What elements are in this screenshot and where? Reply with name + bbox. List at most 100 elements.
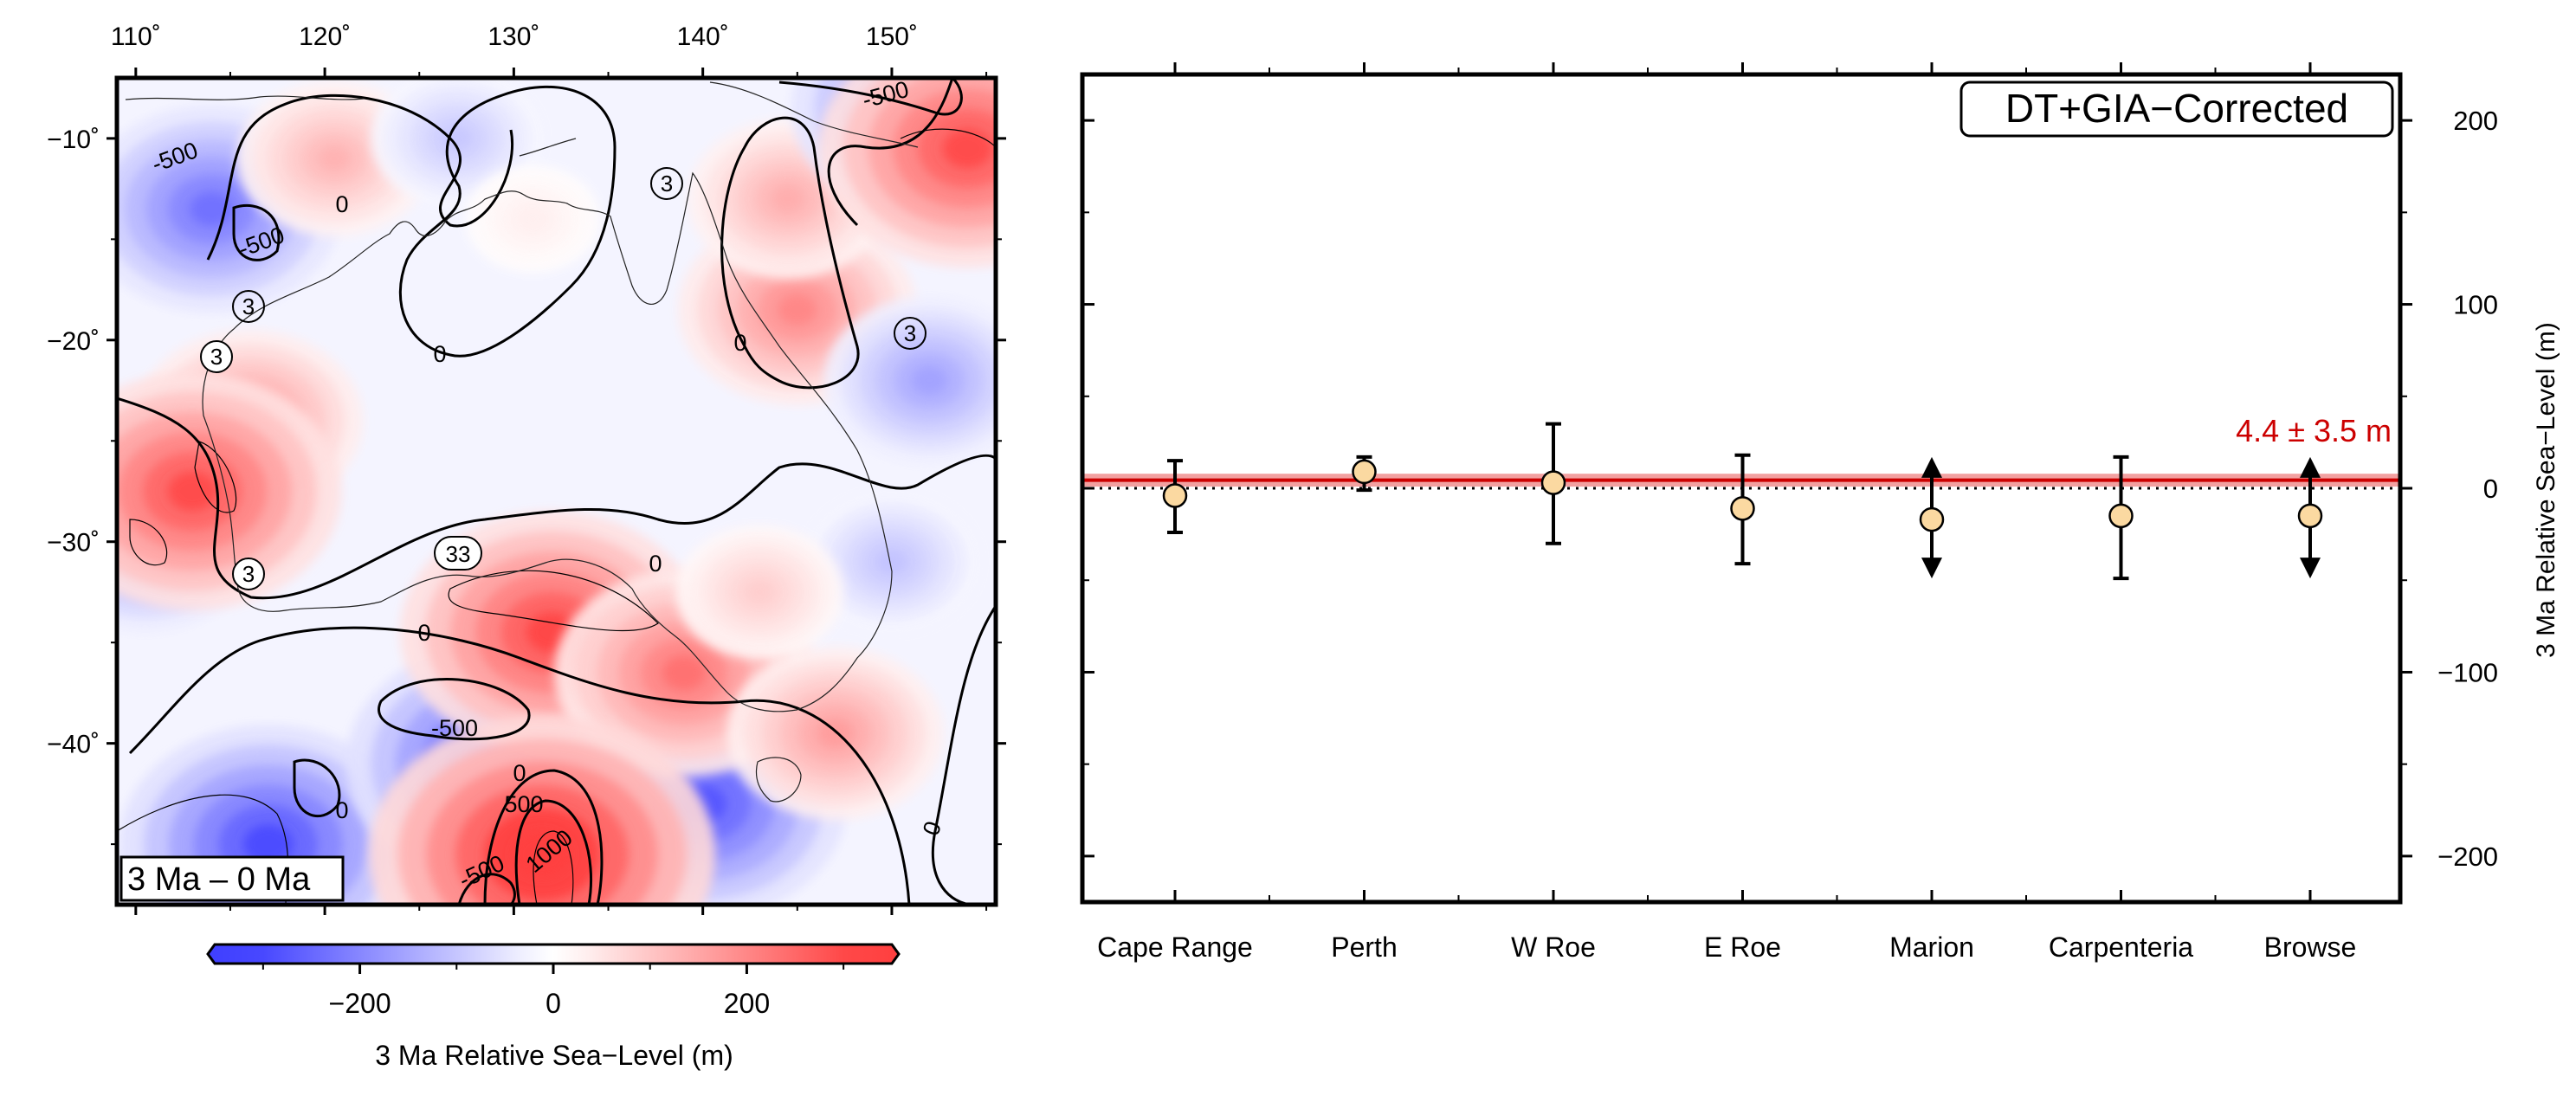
- colorbar-bar: [206, 943, 901, 965]
- new-guinea-coastline: [709, 81, 919, 148]
- zero-contour-line: [827, 78, 954, 227]
- data-point: [1919, 506, 1945, 532]
- colorbar-tick-label: 200: [724, 988, 770, 1019]
- svg-text:3: 3: [242, 561, 255, 587]
- australia-coastline: [202, 171, 893, 712]
- minus500-contour-line: [232, 203, 281, 261]
- minus500-contour-line: [378, 678, 531, 741]
- colorbar-tick-label: 0: [546, 988, 561, 1019]
- anomaly-blob: [771, 185, 805, 213]
- panel-label-box: [119, 855, 345, 902]
- colorbar-label: 3 Ma Relative Sea−Level (m): [375, 1040, 733, 1071]
- x-tick-label: Cape Range: [1097, 932, 1253, 963]
- y-tick-label: −100: [2437, 657, 2498, 687]
- anomaly-blob: [318, 145, 351, 172]
- circled-label: 3: [232, 558, 265, 590]
- thin-contour-line: [448, 570, 659, 632]
- svg-text:3: 3: [661, 171, 673, 197]
- y-tick-label: −30˚: [47, 529, 100, 558]
- zero-contour-line: [117, 396, 996, 600]
- y-tick-label: −200: [2437, 841, 2498, 872]
- svg-text:33: 33: [446, 541, 471, 567]
- contour-label: 0: [417, 620, 430, 646]
- anomaly-blob: [777, 293, 817, 326]
- y-tick-label: −20˚: [47, 327, 100, 356]
- colorbar: −200 0 200 3 Ma Relative Sea−Level (m): [206, 943, 901, 1071]
- timor-coastline: [519, 138, 577, 157]
- tasmania-coastline: [755, 757, 802, 803]
- zero-contour-line: [398, 85, 617, 358]
- zero-contour-line: [293, 758, 341, 817]
- plot-frame: [1080, 72, 2403, 905]
- contour-label: 0: [733, 330, 746, 356]
- data-point: [1730, 496, 1755, 521]
- title-box: [1959, 81, 2394, 138]
- circled-label: 3: [232, 290, 265, 323]
- anomaly-blob: [912, 366, 947, 395]
- x-tick-label: Perth: [1331, 932, 1397, 963]
- anomaly-blob: [942, 128, 992, 169]
- x-tick-label: W Roe: [1511, 932, 1596, 963]
- colorbar-tick-label: −200: [329, 988, 391, 1019]
- thin-contour-line: [194, 441, 237, 513]
- x-tick-label: E Roe: [1704, 932, 1781, 963]
- upper-bound-arrowhead: [1921, 456, 1942, 478]
- anomaly-blob: [242, 824, 294, 865]
- plot-title-box: DT+GIA−Corrected: [1959, 81, 2394, 138]
- mean-label: 4.4 ± 3.5 m: [2236, 413, 2392, 448]
- contour-label: 0: [649, 551, 662, 577]
- anomaly-blob: [876, 550, 907, 574]
- contour-label: 0: [433, 341, 446, 367]
- zero-contour-line: [128, 626, 911, 905]
- x-tick-label: 120˚: [299, 23, 351, 51]
- circled-label: 3: [200, 340, 233, 373]
- map-panel: -500 -500 -500 -500 -500 0 0 0 0 0 0 0 0…: [47, 23, 1006, 1071]
- colorbar-ticks: −200 0 200: [261, 964, 845, 1019]
- data-point: [1540, 470, 1566, 495]
- minus500-contour-line: [778, 78, 963, 116]
- anomaly-blob: [167, 471, 217, 512]
- circled-label: 33: [434, 536, 482, 571]
- minus500-contour-line: [457, 873, 516, 905]
- thin-contour-line: [129, 519, 168, 566]
- thin-contour-line: [900, 128, 996, 148]
- zero-contour-line: [483, 769, 604, 905]
- svg-text:3: 3: [904, 320, 916, 346]
- circled-label: 3: [650, 167, 683, 200]
- x-tick-label: 110˚: [111, 23, 161, 51]
- y-axis-label: 3 Ma Relative Sea−Level (m): [2532, 322, 2560, 658]
- contour-label: 0: [335, 191, 348, 217]
- x-tick-label: Marion: [1889, 932, 1974, 963]
- plus500-contour-line: [514, 799, 593, 905]
- zero-contour-line: [720, 116, 860, 390]
- indonesia-coastline: [125, 95, 365, 100]
- contour-label: 0: [513, 760, 526, 786]
- data-point: [2297, 503, 2323, 529]
- scatter-panel: 200 100 0 −100 −200 Cape Range Perth W Roe E Roe…: [1080, 62, 2560, 963]
- map-panel-label: 3 Ma – 0 Ma: [119, 855, 345, 902]
- data-point: [1352, 459, 1377, 485]
- anomaly-blob: [662, 655, 706, 691]
- y-tick-label: −40˚: [47, 731, 100, 759]
- circled-label: 3: [894, 317, 926, 350]
- y-tick-label: 100: [2453, 290, 2498, 320]
- x-tick-label: Browse: [2264, 932, 2357, 963]
- svg-text:3: 3: [242, 293, 255, 319]
- data-point: [1162, 483, 1188, 508]
- panel-label-text: 3 Ma – 0 Ma: [127, 861, 311, 898]
- zero-contour-line: [206, 93, 513, 261]
- anomaly-blob: [513, 831, 571, 878]
- plot-title: DT+GIA−Corrected: [2005, 86, 2348, 131]
- y-tick-label: 0: [2483, 474, 2498, 504]
- contour-layer: [117, 78, 996, 905]
- anomaly-blob: [746, 581, 774, 603]
- x-tick-label: 150˚: [866, 23, 918, 51]
- upper-bound-arrowhead: [2300, 456, 2321, 478]
- thin-contour-line: [533, 830, 574, 905]
- zero-contour-line: [931, 605, 996, 905]
- svg-text:3: 3: [210, 344, 223, 370]
- y-tick-label: 200: [2453, 106, 2498, 136]
- lower-bound-arrowhead: [2300, 558, 2321, 579]
- contour-label: 0: [335, 797, 348, 823]
